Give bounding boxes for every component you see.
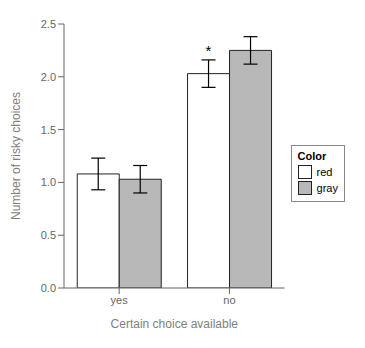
html-text:Color: Color [297,149,327,162]
svg-text:0.0: 0.0 [41,282,56,294]
svg-text:2.5: 2.5 [41,18,56,30]
svg-text:no: no [223,294,235,306]
svg-text:1.5: 1.5 [41,124,56,136]
svg-text:yes: yes [111,294,129,306]
svg-text:Certain choice available: Certain choice available [111,317,239,331]
svg-text:*: * [206,42,212,59]
svg-text:0.5: 0.5 [41,229,56,241]
html-text:gray: gray [316,181,338,194]
svg-text:2.0: 2.0 [41,71,56,83]
svg-text:1.0: 1.0 [41,176,56,188]
html-text:red: red [316,165,333,178]
svg-text:Number of risky choices: Number of risky choices [9,92,23,220]
